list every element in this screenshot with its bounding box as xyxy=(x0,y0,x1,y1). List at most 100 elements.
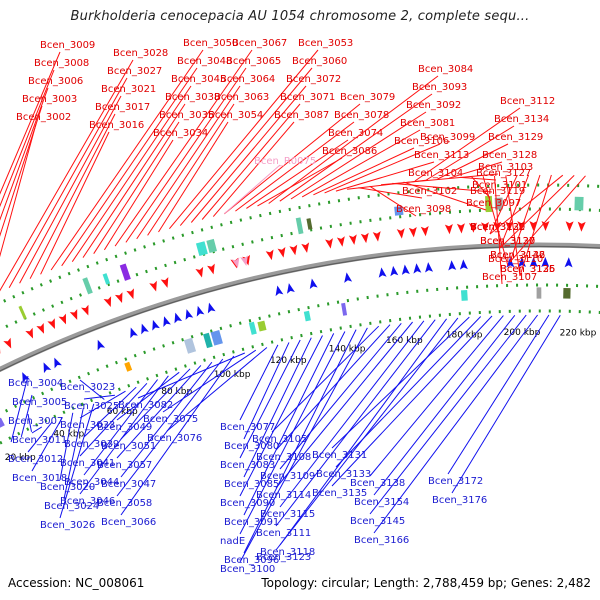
forward-gene xyxy=(126,288,134,300)
top-leader-line xyxy=(0,59,134,292)
top-leader-line xyxy=(313,147,415,196)
forward-gene xyxy=(336,236,345,247)
bottom-leader-line xyxy=(373,314,516,496)
top-leader-line xyxy=(223,103,361,215)
top-leader-line xyxy=(499,175,575,249)
forward-gene xyxy=(58,313,67,325)
forward-gene xyxy=(195,266,204,278)
reverse-gene xyxy=(448,260,457,271)
forward-gene xyxy=(81,304,89,316)
reverse-gene xyxy=(152,319,160,331)
forward-gene xyxy=(325,238,333,249)
feature-block xyxy=(183,337,197,354)
top-leader-line xyxy=(380,173,499,186)
top-gene-label: Bcen_3129 xyxy=(488,132,543,143)
tick-ring-2 xyxy=(0,207,600,332)
bottom-gene-label: Bcen_3135 xyxy=(312,488,367,499)
top-gene-label: Bcen_3008 xyxy=(34,58,89,69)
feature-block xyxy=(257,320,267,332)
bottom-gene-label: Bcen_3114 xyxy=(256,490,311,501)
reverse-gene xyxy=(275,285,284,297)
top-gene-label: Bcen_3028 xyxy=(113,48,168,59)
top-gene-label: Bcen_3146 xyxy=(490,250,545,261)
top-gene-label: Bcen_3050 xyxy=(183,38,238,49)
tick-ring-1 xyxy=(0,183,600,305)
bottom-leader-line xyxy=(239,339,301,459)
bottom-leader-line xyxy=(162,349,257,413)
bottom-leader-line xyxy=(59,403,95,519)
bottom-gene-label: Bcen_3033 xyxy=(60,420,115,431)
bottom-leader-line xyxy=(79,375,169,495)
bottom-leader-line xyxy=(275,324,391,451)
bottom-gene-label: Bcen_3041 xyxy=(60,458,115,469)
top-leader-line xyxy=(414,107,521,182)
bottom-gene-label: Bcen_3090 xyxy=(220,498,275,509)
top-leader-line xyxy=(0,105,43,237)
top-gene-label: Bcen_3064 xyxy=(220,74,275,85)
top-gene-label: Bcen_3103 xyxy=(478,162,533,173)
top-leader-line xyxy=(71,85,192,262)
bottom-leader-line xyxy=(79,390,126,419)
bottom-leader-line xyxy=(59,412,74,481)
forward-gene xyxy=(289,244,298,256)
top-gene-label: Bcen_3137 xyxy=(480,236,535,247)
highlighted-gene xyxy=(240,255,248,266)
feature-block xyxy=(295,217,304,235)
reverse-gene xyxy=(185,309,194,320)
top-leader-line xyxy=(505,175,521,277)
kbp-tick-label: 180 kbp xyxy=(446,331,483,341)
top-leader-line xyxy=(471,176,491,199)
bottom-gene-label: Bcen_3138 xyxy=(350,478,405,489)
top-leader-line xyxy=(279,93,433,202)
bottom-leader-line xyxy=(279,320,425,508)
top-leader-line xyxy=(509,175,586,263)
top-gene-label: Bcen_3101 xyxy=(472,180,527,191)
top-leader-line xyxy=(8,77,128,289)
top-leader-line xyxy=(489,174,564,235)
bottom-leader-line xyxy=(369,315,504,477)
forward-gene xyxy=(0,342,1,354)
chromosome-backbone-shade xyxy=(0,245,600,372)
top-leader-line xyxy=(0,123,37,258)
bottom-leader-line xyxy=(451,314,561,494)
top-gene-label: Bcen_3120 xyxy=(480,236,535,247)
top-leader-line xyxy=(489,174,518,235)
reverse-gene xyxy=(196,305,205,317)
top-gene-label: Bcen_3113 xyxy=(414,150,469,161)
feature-block xyxy=(203,332,213,349)
top-gene-label: Bcen_3002 xyxy=(16,112,71,123)
top-gene-label: Bcen_3097 xyxy=(466,198,521,209)
top-gene-label: Bcen_3110 xyxy=(488,254,543,265)
bottom-gene-label: Bcen_3012 xyxy=(8,454,63,465)
top-leader-line xyxy=(403,181,487,211)
bottom-leader-line xyxy=(79,379,105,400)
top-leader-line xyxy=(201,103,301,220)
top-gene-label: Bcen_3087 xyxy=(274,110,329,121)
bottom-gene-label: Bcen_3080 xyxy=(224,441,279,452)
forward-gene xyxy=(348,234,357,245)
top-leader-line xyxy=(93,121,180,254)
top-leader-line xyxy=(369,185,417,217)
top-leader-line xyxy=(290,111,427,200)
forward-gene xyxy=(3,337,12,349)
reverse-gene xyxy=(541,257,550,268)
top-gene-label: Bcen_3132 xyxy=(490,250,545,261)
forward-gene xyxy=(69,309,78,320)
top-gene-label: Bcen_3098 xyxy=(396,204,451,215)
top-gene-label: Bcen_3038 xyxy=(165,92,220,103)
forward-gene xyxy=(47,318,55,329)
forward-gene xyxy=(265,249,274,261)
forward-gene xyxy=(301,242,310,253)
bottom-gene-label: Bcen_3123 xyxy=(256,552,311,563)
bottom-gene-label: Bcen_3044 xyxy=(64,477,119,488)
bottom-leader-line xyxy=(271,325,380,433)
bottom-leader-line xyxy=(239,327,368,563)
top-gene-label: Bcen_3130 xyxy=(470,222,525,233)
reverse-gene xyxy=(378,267,387,278)
bottom-leader-line xyxy=(373,314,538,534)
top-gene-label: Bcen_3003 xyxy=(22,94,77,105)
top-gene-label: Bcen_3099 xyxy=(420,132,475,143)
top-leader-line xyxy=(40,131,110,275)
feature-block xyxy=(195,241,208,257)
